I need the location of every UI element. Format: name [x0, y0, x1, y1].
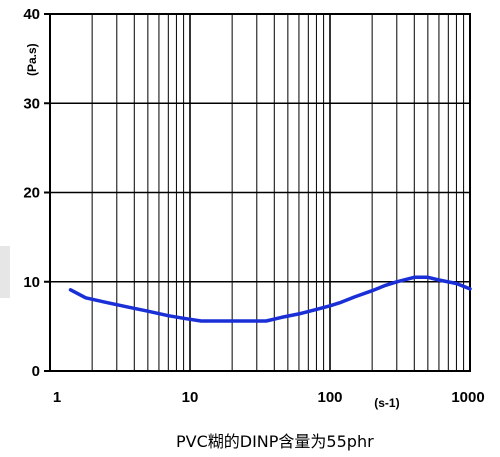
- grid: [44, 13, 470, 372]
- series-line-0: [68, 275, 472, 323]
- x-tick-label: 1: [53, 389, 61, 406]
- y-tick-label: 20: [23, 185, 40, 202]
- x-tick-label: 10: [182, 389, 199, 406]
- side-tab: [0, 246, 10, 298]
- plot-frame: [49, 13, 471, 372]
- y-tick-label: 30: [23, 95, 40, 112]
- x-tick-label: 100: [317, 389, 342, 406]
- y-tick-label: 0: [32, 363, 40, 380]
- x-tick-label: 1000: [451, 389, 484, 406]
- y-tick-label: 40: [23, 6, 40, 23]
- x-axis-label: (s-1): [374, 396, 399, 410]
- y-tick-label: 10: [23, 274, 40, 291]
- tick-labels: 0 10 20 30 40 1 10 100 1000: [23, 6, 484, 406]
- y-axis-label: (Pa.s): [25, 43, 39, 76]
- series-group: [68, 275, 472, 323]
- chart-caption: PVC糊的DINP含量为55phr: [176, 432, 374, 451]
